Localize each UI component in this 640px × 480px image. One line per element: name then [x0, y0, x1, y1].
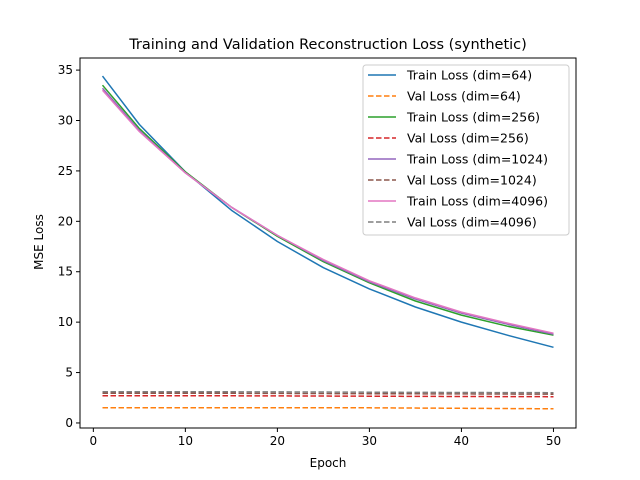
y-tick-label: 30 — [58, 114, 73, 128]
x-tick-label: 10 — [178, 434, 193, 448]
legend-label: Val Loss (dim=4096) — [407, 215, 537, 230]
plot-area — [101, 75, 554, 410]
series-line-val-loss-dim-256 — [102, 394, 554, 398]
y-tick-label: 10 — [58, 315, 73, 329]
y-tick-label: 5 — [65, 366, 73, 380]
legend-label: Train Loss (dim=256) — [406, 110, 540, 125]
x-tick-label: 30 — [362, 434, 377, 448]
y-tick-label: 20 — [58, 214, 73, 228]
legend-label: Val Loss (dim=256) — [407, 131, 529, 146]
y-tick-label: 35 — [58, 63, 73, 77]
legend-box — [362, 64, 570, 236]
y-axis: 0 5 10 15 20 25 30 35 — [58, 63, 80, 430]
legend-label: Val Loss (dim=64) — [407, 89, 521, 104]
y-axis-label: MSE Loss — [32, 214, 46, 270]
x-tick-label: 20 — [270, 434, 285, 448]
x-axis-label: Epoch — [310, 456, 347, 470]
x-tick-label: 50 — [546, 434, 561, 448]
x-axis: 0 10 20 30 40 50 — [90, 428, 561, 448]
x-tick-label: 40 — [454, 434, 469, 448]
y-tick-label: 0 — [65, 416, 73, 430]
series-line-train-loss-dim-4096 — [101, 89, 554, 334]
series-line-train-loss-dim-64 — [101, 75, 554, 349]
legend-label: Train Loss (dim=1024) — [406, 152, 548, 167]
series-line-val-loss-dim-1024 — [102, 392, 554, 395]
legend-label: Train Loss (dim=4096) — [406, 194, 548, 209]
series-line-val-loss-dim-64 — [102, 407, 554, 410]
legend: Train Loss (dim=64) Val Loss (dim=64) Trai… — [362, 64, 570, 236]
series-line-train-loss-dim-256 — [101, 84, 554, 336]
series-line-val-loss-dim-4096 — [102, 390, 554, 394]
plot-frame — [79, 57, 577, 429]
y-tick-label: 15 — [58, 265, 73, 279]
x-tick-label: 0 — [90, 434, 98, 448]
y-tick-label: 25 — [58, 164, 73, 178]
chart-title: Training and Validation Reconstruction L… — [128, 37, 527, 53]
legend-label: Train Loss (dim=64) — [406, 68, 532, 83]
legend-label: Val Loss (dim=1024) — [407, 173, 537, 188]
